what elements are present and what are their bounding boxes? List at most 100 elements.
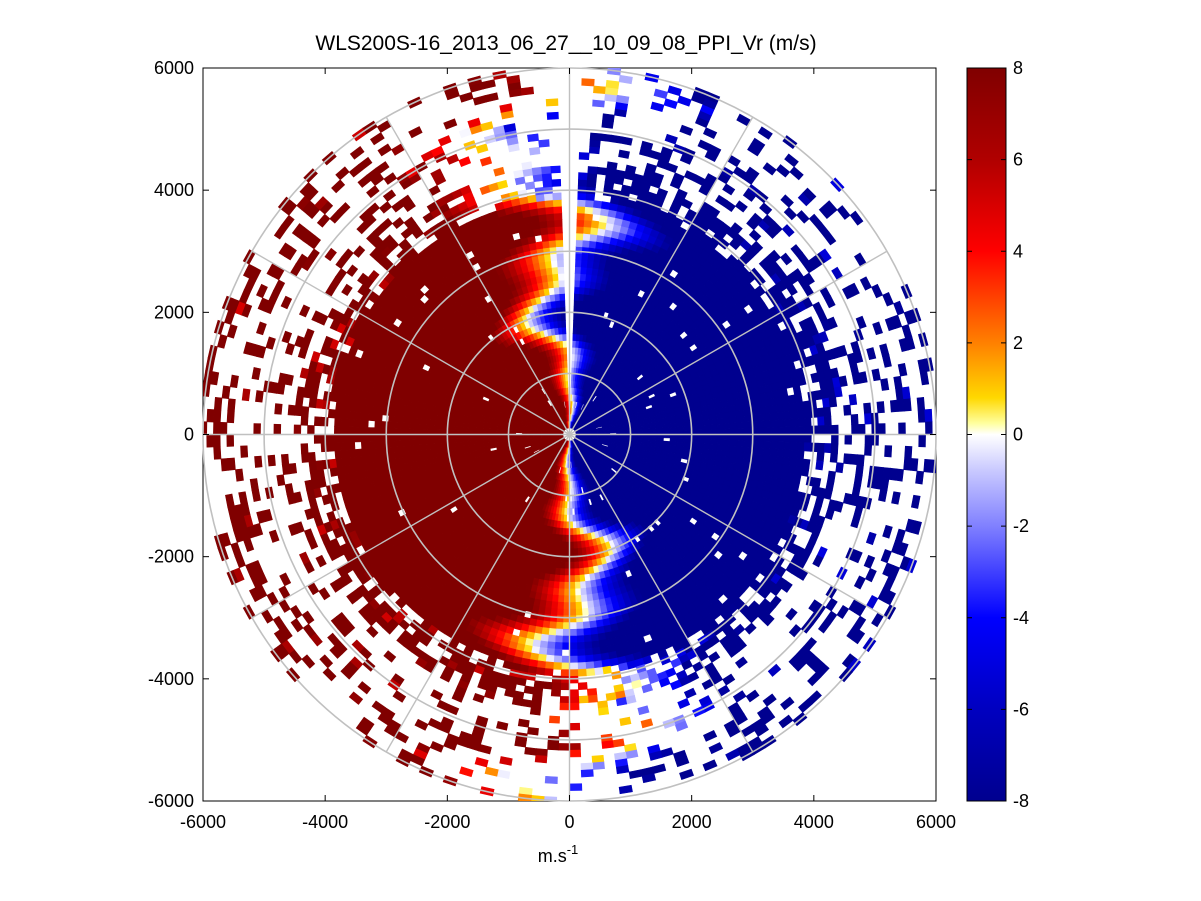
- velocity-cell: [864, 434, 873, 446]
- velocity-cell: [586, 179, 597, 188]
- velocity-cell: [736, 415, 745, 424]
- chart-title: WLS200S-16_2013_06_27__10_09_08_PPI_Vr (…: [315, 32, 816, 55]
- velocity-cell: [553, 648, 563, 657]
- velocity-cell: [576, 219, 585, 228]
- velocity-cell: [575, 621, 584, 630]
- velocity-cell: [558, 743, 570, 751]
- velocity-cell: [577, 178, 588, 187]
- velocity-cell: [804, 425, 812, 435]
- velocity-cell: [572, 527, 577, 536]
- velocity-cell: [575, 608, 583, 617]
- velocity-cell: [863, 402, 872, 415]
- velocity-cell: [795, 458, 804, 468]
- velocity-cell: [756, 440, 765, 449]
- velocity-field: [203, 68, 936, 801]
- velocity-cell: [696, 429, 705, 435]
- velocity-cell: [547, 634, 556, 643]
- velocity-cell: [580, 601, 589, 610]
- velocity-cell: [569, 743, 581, 751]
- velocity-cell: [797, 425, 806, 435]
- velocity-cell: [573, 561, 580, 570]
- velocity-cell: [696, 424, 705, 431]
- velocity-cell: [776, 441, 785, 450]
- velocity-cell: [569, 702, 580, 711]
- velocity-cell: [543, 668, 554, 677]
- velocity-cell: [582, 621, 591, 630]
- velocity-cell: [843, 404, 852, 416]
- velocity-cell: [584, 206, 594, 215]
- velocity-cell: [602, 113, 615, 123]
- velocity-cell: [710, 434, 718, 441]
- velocity-cell: [779, 388, 789, 398]
- velocity-cell: [783, 441, 792, 451]
- velocity-cell: [590, 226, 599, 236]
- velocity-cell: [817, 442, 826, 453]
- velocity-cell: [762, 413, 771, 422]
- velocity-cell: [776, 448, 785, 458]
- velocity-cell: [782, 403, 791, 413]
- velocity-cell: [574, 279, 581, 288]
- velocity-cell: [555, 628, 564, 637]
- velocity-cell: [574, 507, 579, 516]
- velocity-cell: [768, 405, 778, 414]
- velocity-cell: [589, 132, 602, 141]
- velocity-cell: [587, 166, 598, 175]
- velocity-cell: [737, 428, 745, 435]
- velocity-cell: [703, 424, 711, 431]
- velocity-cell: [569, 649, 578, 657]
- velocity-cell: [768, 455, 778, 464]
- velocity-cell: [903, 457, 912, 471]
- velocity-cell: [823, 415, 832, 426]
- velocity-cell: [737, 434, 745, 441]
- velocity-cell: [582, 627, 591, 636]
- velocity-cell: [584, 212, 594, 222]
- velocity-cell: [856, 454, 865, 466]
- velocity-cell: [576, 655, 586, 664]
- velocity-cell: [578, 574, 586, 583]
- velocity-cell: [569, 568, 575, 576]
- velocity-cell: [576, 648, 586, 657]
- velocity-cell: [560, 669, 570, 677]
- velocity-cell: [542, 681, 553, 690]
- velocity-cell: [864, 413, 873, 425]
- velocity-cell: [589, 233, 598, 242]
- velocity-cell: [588, 145, 601, 155]
- velocity-cell: [917, 409, 926, 423]
- velocity-cell: [580, 259, 589, 268]
- velocity-cell: [750, 434, 758, 442]
- velocity-cell: [582, 239, 591, 248]
- velocity-cell: [722, 444, 731, 452]
- velocity-cell: [750, 427, 758, 435]
- velocity-cell: [571, 514, 576, 523]
- velocity-cell: [524, 746, 537, 756]
- velocity-cell: [563, 581, 570, 590]
- velocity-cell: [569, 615, 577, 623]
- velocity-cell: [559, 702, 570, 711]
- velocity-cell: [585, 199, 595, 208]
- velocity-cell: [569, 655, 578, 664]
- velocity-cell: [610, 134, 623, 144]
- velocity-cell: [551, 594, 559, 603]
- velocity-cell: [783, 418, 792, 428]
- velocity-cell: [618, 662, 629, 672]
- velocity-cell: [542, 620, 551, 629]
- velocity-cell: [574, 266, 582, 274]
- velocity-cell: [775, 455, 784, 465]
- velocity-cell: [584, 647, 594, 657]
- velocity-cell: [569, 628, 577, 637]
- velocity-cell: [797, 434, 806, 444]
- velocity-cell: [762, 454, 771, 463]
- velocity-cell: [679, 124, 694, 136]
- velocity-cell: [730, 422, 738, 430]
- velocity-cell: [556, 601, 564, 610]
- velocity-cell: [795, 401, 804, 411]
- velocity-cell: [606, 161, 618, 171]
- velocity-cell: [703, 438, 711, 445]
- velocity-cell: [710, 428, 718, 435]
- velocity-cell: [788, 402, 798, 412]
- velocity-cell: [584, 654, 594, 663]
- velocity-cell: [592, 99, 605, 108]
- velocity-cell: [709, 439, 718, 446]
- velocity-cell: [665, 162, 679, 174]
- velocity-cell: [574, 286, 581, 295]
